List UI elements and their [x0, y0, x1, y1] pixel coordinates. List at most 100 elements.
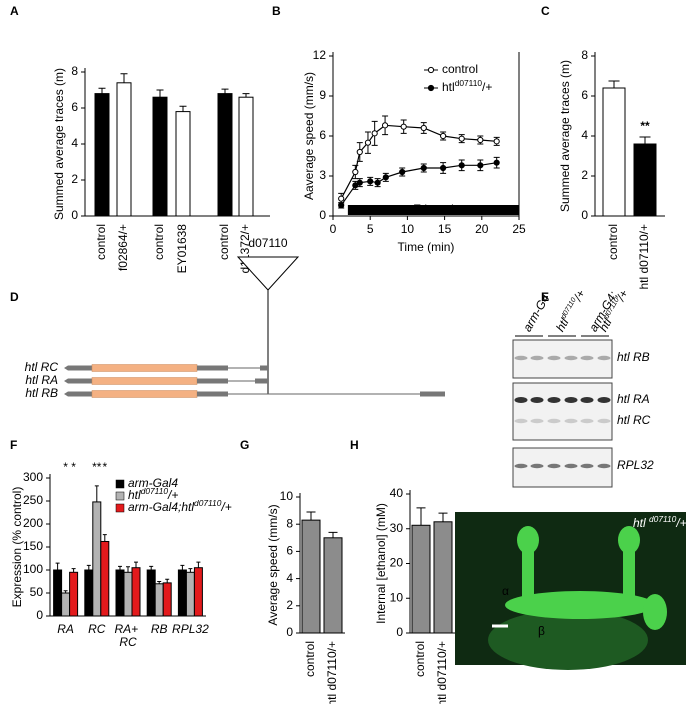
- lane-label: arm-G4: [520, 292, 553, 335]
- error-bar: [416, 507, 426, 526]
- y-axis-label: Aaverage speed (mm/s): [302, 72, 316, 200]
- y-tick-label: 20: [390, 556, 404, 570]
- y-tick-label: 6: [286, 544, 293, 558]
- y-axis-label: Summed average traces (m): [52, 68, 66, 220]
- panel-letter: D: [10, 290, 19, 304]
- gel-band: [547, 463, 561, 469]
- utr3: [197, 365, 228, 371]
- x-tick-label: RA: [57, 622, 74, 636]
- transcript-label: htl RC: [25, 360, 59, 374]
- gel-band: [530, 463, 544, 469]
- band-label: htl RA: [617, 392, 650, 406]
- error-bar: [156, 89, 164, 98]
- x-tick-label: 20: [475, 222, 489, 236]
- panel-letter: C: [541, 4, 550, 18]
- y-tick-label: 0: [36, 608, 43, 622]
- legend-label-part: control: [442, 62, 478, 76]
- error-bar: [328, 531, 338, 538]
- legend-label-part: d07110: [194, 498, 222, 508]
- marker: [420, 124, 427, 132]
- y-tick-label: 9: [319, 88, 326, 102]
- y-tick-label: 8: [581, 48, 588, 62]
- gel-band: [514, 355, 528, 361]
- marker: [493, 159, 500, 166]
- legend-swatch: [115, 491, 125, 501]
- y-tick-label: 10: [280, 489, 294, 503]
- error-bar: [86, 564, 91, 570]
- y-tick-label: 12: [313, 48, 327, 62]
- utr5: [64, 378, 92, 384]
- legend-label: htld07110/+: [442, 78, 492, 94]
- marker: [338, 195, 345, 202]
- panel-letter: F: [10, 438, 17, 452]
- x-tick-label: 10: [401, 222, 415, 236]
- coding-exon: [91, 390, 198, 398]
- marker: [400, 123, 407, 130]
- y-tick-label: 0: [71, 208, 78, 222]
- marker: [458, 135, 465, 142]
- significance: *: [63, 460, 68, 474]
- gel-band: [564, 463, 578, 469]
- error-bar: [134, 561, 138, 568]
- y-tick-label: 50: [30, 585, 44, 599]
- x-tick-label: control: [606, 224, 620, 260]
- series-line: [340, 124, 497, 199]
- legend-label-part: /+: [482, 80, 492, 94]
- exon: [420, 391, 445, 397]
- significance: **: [92, 460, 102, 474]
- error-bar: [126, 566, 130, 573]
- gel-box: [512, 382, 613, 441]
- gel-band: [547, 418, 561, 424]
- beta-label: β: [538, 624, 545, 638]
- legend-label-part: arm-Gal4: [128, 476, 178, 490]
- significance: *: [102, 460, 107, 474]
- significance: *: [71, 460, 76, 474]
- marker: [458, 162, 465, 169]
- lobe: [488, 610, 648, 670]
- x-tick-label: control: [94, 224, 108, 260]
- gel-band: [564, 355, 578, 361]
- gel-band: [564, 418, 578, 424]
- legend-label-part: htl: [128, 488, 141, 502]
- legend-label-part: /+: [167, 488, 178, 502]
- legend-label: htld07110/+: [128, 486, 178, 502]
- beta-lobe: [505, 591, 655, 619]
- y-tick-label: 8: [286, 516, 293, 530]
- marker: [399, 168, 406, 176]
- error-bar: [608, 80, 620, 88]
- y-tick-label: 30: [390, 521, 404, 535]
- y-tick-label: 2: [71, 172, 78, 186]
- transcript-label: htl RA: [25, 373, 58, 387]
- marker: [440, 164, 447, 172]
- legend-label: arm-Gal4: [128, 476, 178, 490]
- bar: [92, 501, 102, 617]
- bar: [61, 592, 71, 617]
- error-bar: [188, 568, 193, 573]
- error-bar: [221, 88, 229, 94]
- gel-box: [512, 447, 613, 488]
- marker: [371, 130, 378, 137]
- x-tick-label: RC: [88, 622, 106, 636]
- legend-swatch: [115, 479, 125, 489]
- utr3: [197, 391, 228, 397]
- gel-band: [580, 418, 594, 424]
- bar: [53, 569, 63, 617]
- x-tick-label: RPL32: [172, 622, 209, 636]
- x-tick-label: 5: [367, 222, 374, 236]
- legend-label-part: arm-Gal4;htl: [128, 500, 194, 514]
- error-bar: [94, 485, 99, 502]
- panel-letter: G: [240, 438, 249, 452]
- bar: [131, 567, 141, 617]
- marker: [338, 202, 345, 209]
- gel-band: [597, 397, 611, 403]
- coding-exon: [91, 377, 198, 385]
- genotype-label-part: htl: [633, 516, 649, 530]
- error-bar: [98, 87, 106, 94]
- y-tick-label: 8: [71, 64, 78, 78]
- error-bar: [306, 511, 316, 521]
- exon: [255, 378, 268, 384]
- error-bar: [639, 136, 651, 144]
- error-bar: [55, 562, 60, 570]
- bar: [411, 524, 431, 634]
